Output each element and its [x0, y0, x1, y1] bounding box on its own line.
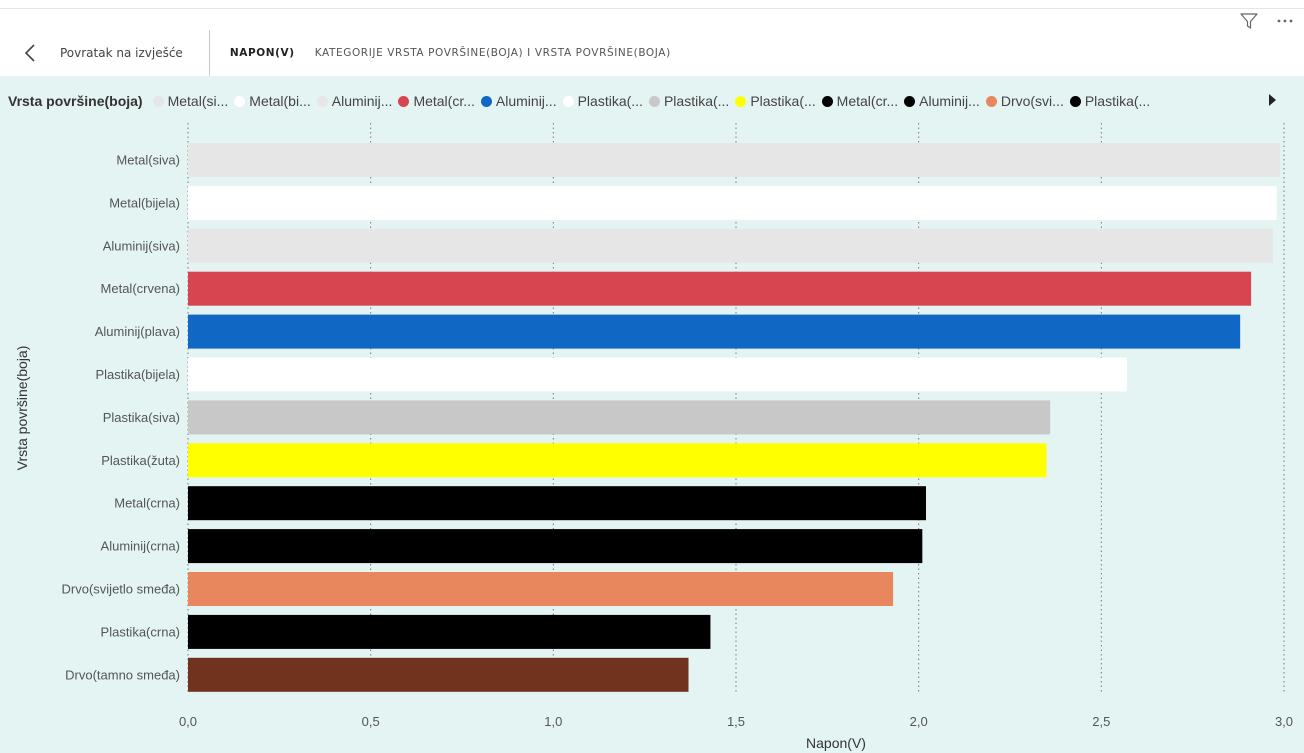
category-label: Metal(siva) [116, 153, 180, 168]
category-label: Plastika(bijela) [95, 367, 180, 382]
category-label: Aluminij(plava) [95, 324, 180, 339]
bar[interactable] [188, 572, 894, 606]
legend-label: Plastika(... [663, 93, 730, 109]
more-options-icon[interactable] [1274, 12, 1296, 30]
bar[interactable] [188, 657, 689, 692]
x-tick-label: 0,0 [179, 714, 197, 729]
bar[interactable] [188, 314, 1241, 349]
category-label: Plastika(žuta) [101, 453, 180, 468]
legend-swatch [234, 95, 246, 107]
bar[interactable] [188, 185, 1277, 220]
bar[interactable] [188, 143, 1281, 177]
legend-item[interactable]: Plastika(... [648, 93, 730, 109]
legend-label: Aluminij... [331, 93, 393, 109]
legend-swatch [648, 95, 660, 107]
top-divider [0, 8, 1304, 9]
legend-label: Plastika(... [1084, 93, 1151, 109]
legend-label: Aluminij... [495, 93, 557, 109]
bar[interactable] [188, 486, 926, 521]
legend-swatch [821, 95, 833, 107]
legend-swatch [562, 95, 574, 107]
bar[interactable] [188, 443, 1047, 478]
legend-swatch [152, 95, 164, 107]
legend-item[interactable]: Plastika(... [735, 93, 816, 109]
x-tick-label: 0,5 [362, 714, 380, 729]
bar[interactable] [188, 400, 1051, 435]
bar[interactable] [188, 529, 923, 564]
legend-label: Drvo(svi... [1000, 93, 1064, 109]
legend-label: Metal(cr... [413, 93, 475, 109]
category-label: Metal(crvena) [101, 281, 180, 296]
x-tick-label: 2,0 [910, 714, 928, 729]
bar[interactable] [188, 357, 1127, 392]
back-to-report-button[interactable]: Povratak na izvješće [0, 30, 210, 76]
x-tick-label: 1,0 [544, 714, 562, 729]
legend-item[interactable]: Plastika(... [1069, 93, 1151, 109]
legend-label: Plastika(... [750, 93, 816, 109]
x-tick-label: 1,5 [727, 714, 745, 729]
legend-swatch [316, 95, 328, 107]
drillthrough-header: Povratak na izvješće NAPON(V) KATEGORIJE… [0, 30, 1304, 76]
category-label: Drvo(svijetlo smeđa) [62, 582, 180, 597]
chart-legend: Vrsta površine(boja) Metal(si... Metal(bi… [8, 90, 1298, 112]
x-tick-label: 2,5 [1092, 714, 1110, 729]
legend-label: Aluminij... [919, 93, 980, 109]
legend-item[interactable]: Aluminij... [480, 93, 557, 109]
chevron-left-icon [24, 43, 44, 63]
legend-swatch [480, 95, 492, 107]
filter-icon[interactable] [1238, 12, 1260, 30]
category-label: Plastika(siva) [103, 410, 180, 425]
legend-label: Plastika(... [577, 93, 643, 109]
legend-item[interactable]: Metal(cr... [821, 93, 899, 109]
category-label: Drvo(tamno smeđa) [65, 667, 180, 682]
visual-header-icons [1238, 12, 1296, 30]
legend-label: Metal(bi... [249, 93, 311, 109]
legend-item[interactable]: Aluminij... [904, 93, 980, 109]
bar-chart: Metal(siva) Metal(bijela) Aluminij(siva) Me… [14, 123, 1293, 751]
legend-label: Metal(si... [167, 93, 229, 109]
y-axis-title: Vrsta površine(boja) [14, 346, 30, 471]
bar[interactable] [188, 228, 1274, 263]
legend-item[interactable]: Drvo(svi... [985, 93, 1064, 109]
legend-item[interactable]: Metal(cr... [398, 93, 475, 109]
category-label: Plastika(crna) [101, 624, 180, 639]
tab-kategorije[interactable]: KATEGORIJE VRSTA POVRŠINE(BOJA) I VRSTA … [314, 47, 671, 59]
legend-item[interactable]: Plastika(... [562, 93, 643, 109]
legend-swatch [904, 95, 916, 107]
legend-item[interactable]: Metal(bi... [234, 93, 311, 109]
legend-item[interactable]: Metal(si... [152, 93, 229, 109]
x-tick-label: 3,0 [1275, 714, 1293, 729]
legend-label: Metal(cr... [836, 93, 899, 109]
back-to-report-label: Povratak na izvješće [60, 46, 183, 60]
bar[interactable] [188, 271, 1252, 306]
bar[interactable] [188, 614, 711, 649]
legend-swatch [735, 95, 747, 107]
legend-swatch [985, 95, 997, 107]
legend-next-arrow-icon[interactable] [1269, 94, 1276, 106]
legend-item[interactable]: Aluminij... [316, 93, 393, 109]
legend-swatch [398, 95, 410, 107]
legend-title: Vrsta površine(boja) [8, 93, 143, 109]
x-axis-title: Napon(V) [806, 735, 866, 751]
category-label: Aluminij(siva) [103, 238, 180, 253]
category-label: Metal(bijela) [109, 195, 180, 210]
category-label: Aluminij(crna) [101, 539, 180, 554]
tab-napon[interactable]: NAPON(V) [229, 47, 295, 59]
legend-swatch [1069, 95, 1081, 107]
category-label: Metal(crna) [114, 496, 180, 511]
